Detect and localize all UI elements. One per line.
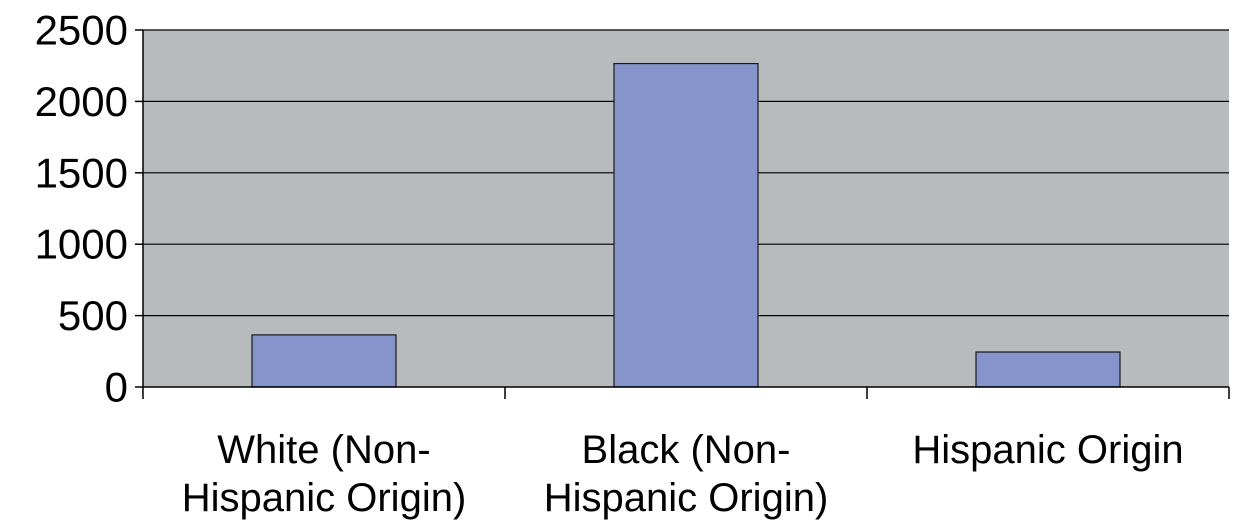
x-tick-labels: White (Non-Hispanic Origin)Black (Non-Hi… [182,428,1184,520]
x-category-label-line: Black (Non- [582,428,791,472]
y-tick-labels: 0 500 1000 1500 2000 2500 [35,7,128,411]
y-tick-label: 0 [105,364,128,411]
y-tick-label: 1000 [35,221,128,268]
bar [613,62,759,388]
y-tick-label: 2500 [35,7,128,54]
x-category-label-line: Hispanic Origin) [544,476,829,520]
x-category-label-line: White (Non- [217,428,430,472]
x-category-label: White (Non-Hispanic Origin) [182,428,467,520]
y-tick-label: 2000 [35,78,128,125]
y-tick-label: 500 [58,292,128,339]
bar [975,351,1121,388]
bars [251,62,1121,388]
x-category-label-line: Hispanic Origin [912,428,1183,472]
bar [251,334,397,388]
x-category-label: Hispanic Origin [912,428,1183,472]
x-category-label-line: Hispanic Origin) [182,476,467,520]
y-tick-label: 1500 [35,149,128,196]
x-category-label: Black (Non-Hispanic Origin) [544,428,829,520]
axes [135,29,1230,399]
